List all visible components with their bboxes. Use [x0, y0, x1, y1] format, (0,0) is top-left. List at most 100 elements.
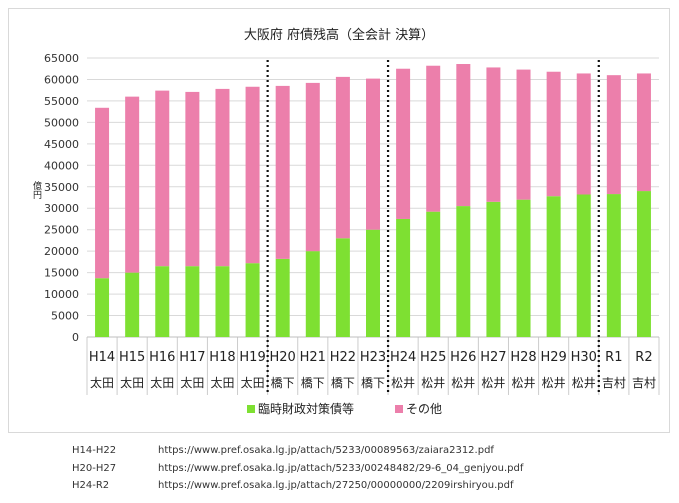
bar-sonota	[576, 73, 591, 195]
bar-rinji-zaisei	[516, 199, 531, 337]
governor-label: 太田	[180, 375, 204, 390]
bar-sonota	[456, 64, 471, 207]
bar-rinji-zaisei	[546, 196, 561, 337]
governor-label: 松井	[542, 376, 566, 390]
x-tick-label: H25	[420, 350, 446, 365]
legend-label: その他	[406, 402, 442, 416]
governor-label: 吉村	[632, 376, 656, 390]
y-tick-label: 45000	[44, 138, 79, 151]
x-tick-label: R1	[605, 350, 622, 365]
source-range: H24-R2	[72, 480, 110, 491]
y-tick-label: 55000	[44, 95, 79, 108]
governor-label: 松井	[421, 376, 445, 390]
bar-rinji-zaisei	[275, 258, 290, 337]
bar-sonota	[546, 71, 561, 197]
x-tick-label: H27	[480, 350, 506, 365]
y-tick-labels: 0 5000 10000 15000 20000 25000 30000 35000 40000…	[44, 52, 79, 344]
bar-stacks	[95, 64, 651, 337]
y-tick-label: 65000	[44, 52, 79, 65]
bar-sonota	[366, 78, 380, 230]
y-tick-label: 35000	[44, 181, 79, 194]
bar-sonota	[245, 86, 260, 264]
x-tick-label: H14	[89, 350, 115, 365]
bar-rinji-zaisei	[486, 201, 501, 337]
y-tick-label: 0	[72, 331, 79, 344]
legend-label: 臨時財政対策債等	[258, 401, 354, 416]
source-range: H20-H27	[72, 462, 117, 474]
x-tick-label: H24	[390, 350, 416, 365]
legend-swatch	[395, 405, 403, 413]
governor-label: 松井	[481, 376, 505, 390]
y-tick-label: 25000	[44, 224, 79, 237]
governor-label: 太田	[150, 375, 174, 390]
bar-rinji-zaisei	[396, 218, 411, 337]
x-tick-label: H28	[510, 350, 536, 365]
bar-rinji-zaisei	[606, 194, 621, 337]
debt-balance-chart: 大阪府 府債残高（全会計 決算） 億円 0 5000 10000 15000 20000…	[31, 27, 660, 416]
chart-title: 大阪府 府債残高（全会計 決算）	[244, 27, 434, 43]
bar-sonota	[215, 88, 230, 267]
governor-label: 松井	[572, 376, 596, 390]
bar-rinji-zaisei	[576, 194, 591, 337]
bar-sonota	[185, 91, 200, 267]
y-tick-label: 50000	[44, 116, 79, 129]
governor-labels: 太田 太田 太田 太田 太田 太田 橋下 橋下 橋下 橋下 松井 松井 松井 松井 松井 松井 松井 吉村 吉村	[90, 375, 656, 390]
bar-sonota	[305, 82, 320, 252]
governor-label: 橋下	[271, 376, 295, 390]
source-url[interactable]: https://www.pref.osaka.lg.jp/attach/2725…	[158, 480, 514, 491]
bar-sonota	[125, 96, 140, 273]
x-tick-labels: H14 H15 H16 H17 H18 H19 H20 H21 H22 H23 H24 H25 H26 H…	[89, 350, 653, 365]
bar-rinji-zaisei	[245, 263, 260, 337]
bar-rinji-zaisei	[95, 278, 110, 337]
bar-sonota	[335, 76, 350, 239]
y-tick-label: 40000	[44, 159, 79, 172]
y-axis-label: 億円	[31, 180, 42, 200]
era-dividers	[266, 60, 600, 393]
legend: 臨時財政対策債等 その他	[247, 401, 442, 416]
source-url[interactable]: https://www.pref.osaka.lg.jp/attach/5233…	[158, 445, 494, 456]
x-tick-label: H18	[209, 350, 235, 365]
governor-label: 橋下	[301, 376, 325, 390]
x-tick-label: H26	[450, 350, 476, 365]
x-tick-label: H19	[239, 350, 265, 365]
bar-sonota	[426, 65, 441, 212]
bar-rinji-zaisei	[305, 251, 320, 337]
source-row: H20-H27 https://www.pref.osaka.lg.jp/atta…	[72, 460, 523, 478]
y-tick-label: 15000	[44, 267, 79, 280]
governor-label: 橋下	[331, 376, 355, 390]
bar-sonota	[486, 67, 501, 202]
y-tick-label: 30000	[44, 202, 79, 215]
governor-label: 松井	[451, 376, 475, 390]
x-tick-label: H17	[179, 350, 205, 365]
x-tick-label: R2	[635, 350, 652, 365]
source-range: H14-H22	[72, 445, 117, 456]
bar-sonota	[95, 107, 110, 279]
y-tick-label: 5000	[51, 310, 79, 323]
source-row: H14-H22 https://www.pref.osaka.lg.jp/atta…	[72, 442, 523, 460]
bar-sonota	[516, 69, 531, 200]
governor-label: 太田	[90, 375, 114, 390]
legend-swatch	[247, 405, 255, 413]
x-tick-label: H23	[360, 350, 386, 365]
x-tick-label: H29	[540, 350, 566, 365]
governor-label: 太田	[120, 375, 144, 390]
bar-rinji-zaisei	[366, 229, 380, 337]
y-tick-label: 20000	[44, 245, 79, 258]
x-tick-label: H22	[330, 350, 356, 365]
governor-label: 松井	[391, 376, 415, 390]
governor-label: 太田	[210, 375, 234, 390]
x-tick-label: H30	[571, 350, 597, 365]
x-tick-label: H16	[149, 350, 175, 365]
source-url[interactable]: https://www.pref.osaka.lg.jp/attach/5233…	[158, 462, 524, 474]
y-tick-label: 10000	[44, 288, 79, 301]
source-row: H24-R2 https://www.pref.osaka.lg.jp/attac…	[72, 477, 523, 495]
governor-label: 松井	[512, 376, 536, 390]
bar-sonota	[155, 90, 170, 267]
bar-rinji-zaisei	[215, 266, 230, 337]
bar-rinji-zaisei	[125, 272, 140, 337]
bar-sonota	[275, 85, 290, 259]
bar-sonota	[396, 68, 411, 219]
governor-label: 吉村	[602, 376, 626, 390]
x-tick-label: H20	[270, 350, 296, 365]
x-tick-label: H15	[119, 350, 145, 365]
